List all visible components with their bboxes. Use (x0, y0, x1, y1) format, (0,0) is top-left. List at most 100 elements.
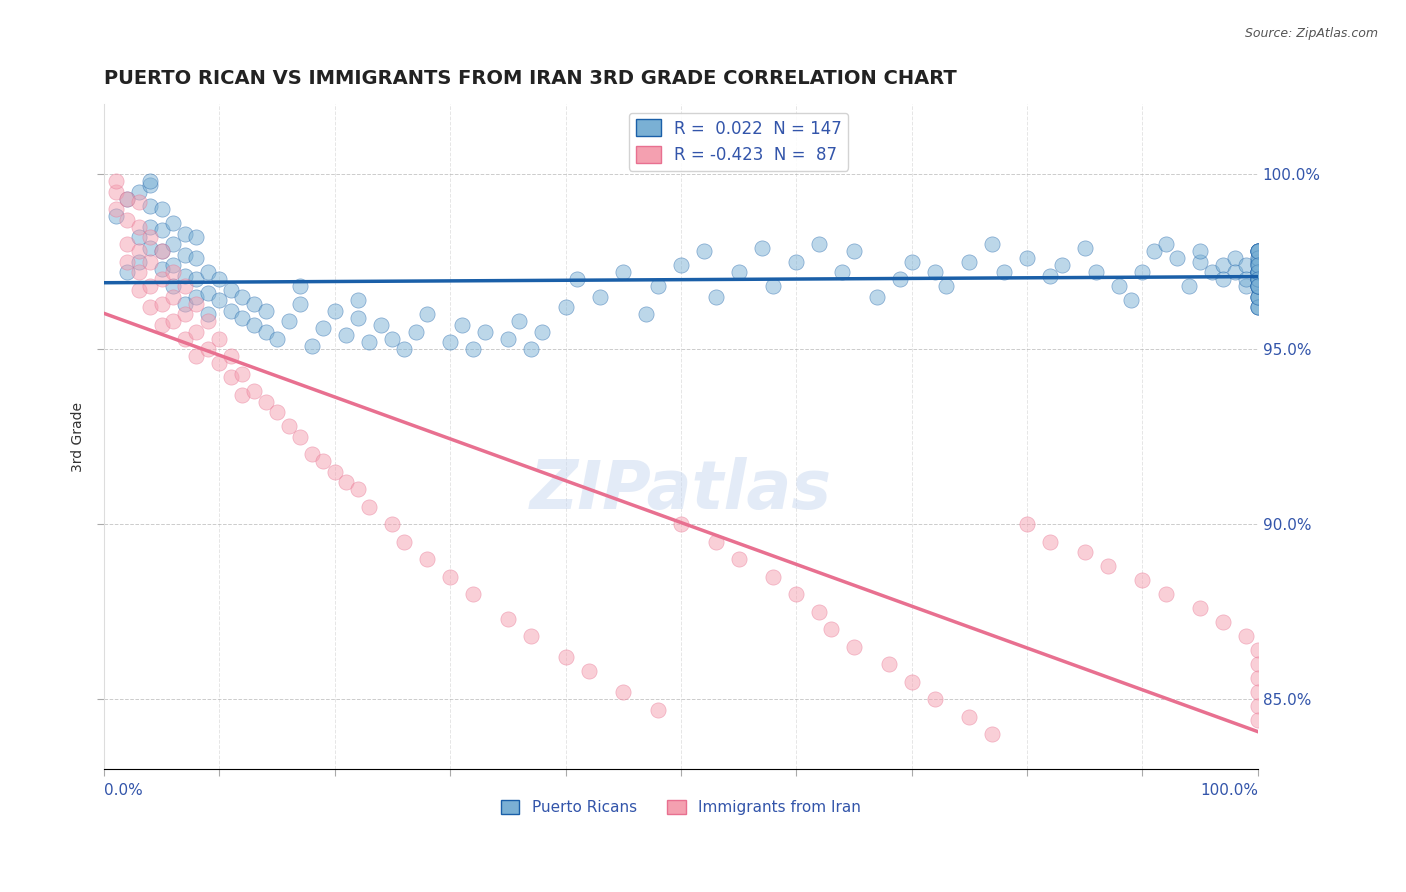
Point (208, 356, 231, 370)
Point (1234, 258, 1257, 272)
Point (957, 710, 980, 724)
Point (139, 279, 162, 293)
Point (693, 244, 716, 259)
Point (197, 314, 219, 328)
Point (335, 475, 357, 490)
Point (1247, 272, 1270, 286)
Point (1247, 279, 1270, 293)
Point (1247, 258, 1270, 272)
Point (924, 692, 946, 706)
Point (1247, 258, 1270, 272)
Point (312, 454, 335, 468)
Point (1166, 252, 1188, 266)
Point (104, 202, 127, 217)
Point (842, 640, 865, 654)
Point (104, 185, 127, 199)
Point (1247, 671, 1270, 685)
Point (1247, 290, 1270, 304)
Point (900, 674, 922, 689)
Y-axis label: 3rd Grade: 3rd Grade (72, 401, 86, 472)
Point (381, 517, 404, 532)
Point (900, 255, 922, 269)
Point (197, 343, 219, 357)
Point (173, 297, 195, 311)
Point (808, 605, 831, 619)
Point (104, 210, 127, 224)
Point (1247, 290, 1270, 304)
Point (1234, 279, 1257, 293)
Point (1247, 657, 1270, 672)
Point (589, 290, 612, 304)
Point (820, 623, 842, 637)
Text: ZIPatlas: ZIPatlas (530, 457, 832, 523)
Point (1154, 587, 1177, 601)
Point (347, 310, 370, 325)
Point (150, 261, 173, 276)
Point (496, 612, 519, 626)
Point (186, 325, 208, 339)
Text: 0.0%: 0.0% (104, 782, 143, 797)
Point (1189, 601, 1212, 615)
Point (301, 339, 323, 353)
Point (208, 272, 231, 286)
Point (1247, 279, 1270, 293)
Point (578, 665, 600, 679)
Text: 100.0%: 100.0% (1199, 782, 1258, 797)
Point (1247, 255, 1270, 269)
Point (889, 272, 911, 286)
Point (1247, 301, 1270, 315)
Point (1247, 265, 1270, 279)
Point (727, 552, 749, 566)
Point (1189, 255, 1212, 269)
Point (197, 307, 219, 321)
Point (104, 174, 127, 188)
Point (508, 314, 530, 328)
Point (162, 265, 184, 279)
Text: PUERTO RICAN VS IMMIGRANTS FROM IRAN 3RD GRADE CORRELATION CHART: PUERTO RICAN VS IMMIGRANTS FROM IRAN 3RD… (104, 69, 956, 87)
Point (1085, 265, 1108, 279)
Point (1247, 279, 1270, 293)
Point (323, 465, 346, 479)
Point (186, 297, 208, 311)
Point (1247, 244, 1270, 259)
Point (1039, 534, 1062, 549)
Point (1247, 252, 1270, 266)
Point (1247, 272, 1270, 286)
Point (150, 244, 173, 259)
Legend: Puerto Ricans, Immigrants from Iran: Puerto Ricans, Immigrants from Iran (495, 794, 868, 822)
Point (347, 483, 370, 497)
Point (231, 310, 253, 325)
Point (335, 328, 357, 343)
Point (219, 370, 242, 384)
Point (439, 570, 461, 584)
Point (647, 279, 669, 293)
Point (1108, 279, 1130, 293)
Point (1247, 279, 1270, 293)
Point (139, 174, 162, 188)
Point (1247, 255, 1270, 269)
Point (323, 303, 346, 318)
Point (416, 552, 439, 566)
Point (162, 314, 184, 328)
Point (370, 318, 392, 332)
Point (266, 332, 288, 346)
Point (1074, 241, 1097, 255)
Point (704, 534, 727, 549)
Point (405, 325, 427, 339)
Point (647, 703, 669, 717)
Point (1223, 265, 1246, 279)
Point (288, 279, 311, 293)
Point (463, 587, 485, 601)
Point (139, 301, 162, 315)
Point (277, 314, 299, 328)
Point (1247, 244, 1270, 259)
Point (1247, 265, 1270, 279)
Point (1039, 268, 1062, 283)
Point (1189, 244, 1212, 259)
Point (162, 290, 184, 304)
Point (208, 332, 231, 346)
Point (785, 255, 807, 269)
Point (924, 265, 946, 279)
Point (1015, 517, 1038, 532)
Point (612, 685, 634, 699)
